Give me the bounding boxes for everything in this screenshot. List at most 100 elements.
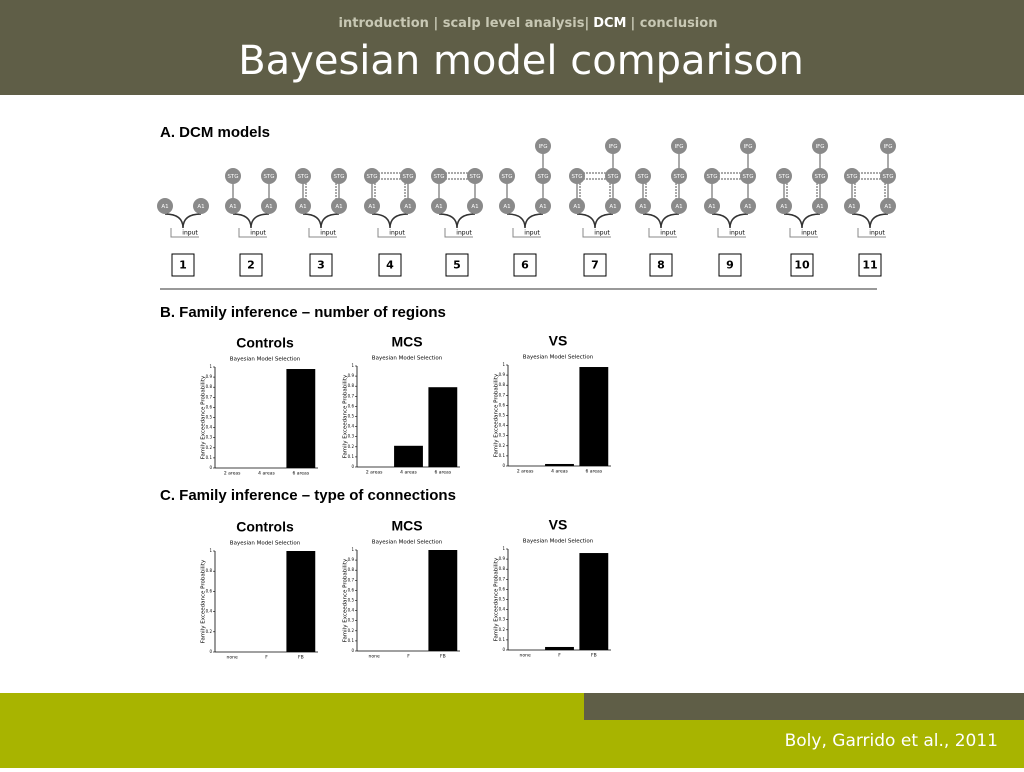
y-tick-label: 0.9 (348, 557, 355, 562)
x-tick-label: F (558, 653, 561, 659)
model-number-box (171, 253, 195, 277)
model-number: 6 (521, 259, 529, 272)
input-label: input (594, 230, 610, 237)
node (844, 168, 860, 184)
node (880, 138, 896, 154)
y-axis-label: Family Exceedance Probability (201, 375, 207, 459)
node (569, 168, 585, 184)
section-heading: A. DCM models (160, 124, 270, 141)
node (635, 168, 651, 184)
bar (579, 553, 609, 650)
y-tick-label: 1 (351, 547, 354, 552)
y-tick-label: 0.3 (348, 618, 355, 623)
header-band (0, 0, 1024, 95)
node-label: A1 (299, 204, 306, 210)
node-label: STG (882, 174, 893, 180)
input-label: input (320, 230, 336, 237)
y-tick-label: 0.4 (348, 608, 355, 613)
node (295, 168, 311, 184)
input-label: input (389, 230, 405, 237)
x-tick-label: 6 areas (585, 469, 602, 475)
chart-subtitle: Bayesian Model Selection (372, 540, 443, 546)
input-label: input (182, 230, 198, 237)
input-connection (711, 213, 749, 229)
model-number-box (378, 253, 402, 277)
node (364, 168, 380, 184)
node-label: STG (706, 174, 717, 180)
node (880, 198, 896, 214)
model-number-box (239, 253, 263, 277)
y-tick-label: 0.2 (499, 443, 506, 448)
node (671, 168, 687, 184)
y-tick-label: 0.3 (499, 617, 506, 622)
node-label: STG (227, 174, 238, 180)
y-tick-label: 0.1 (206, 455, 213, 460)
node (157, 198, 173, 214)
y-tick-label: 0.3 (499, 433, 506, 438)
node (331, 198, 347, 214)
input-box (582, 228, 611, 238)
node (535, 198, 551, 214)
x-tick-label: 2 areas (517, 469, 534, 475)
y-tick-label: 0.4 (348, 424, 355, 429)
x-tick-label: none (520, 654, 531, 659)
y-tick-label: 0 (351, 464, 354, 469)
bar (286, 551, 316, 652)
model-number: 8 (657, 259, 665, 272)
node-label: STG (537, 174, 548, 180)
y-tick-label: 0.7 (348, 577, 355, 582)
model-number: 9 (726, 259, 734, 272)
y-tick-label: 0.6 (499, 402, 506, 407)
y-tick-label: 0.5 (348, 414, 355, 419)
input-box (789, 228, 818, 238)
node-label: STG (333, 174, 344, 180)
y-tick-label: 0.6 (499, 586, 506, 591)
node-label: IFG (674, 144, 683, 150)
chart-subtitle: Bayesian Model Selection (372, 356, 443, 362)
node-label: A1 (265, 204, 272, 210)
bar (286, 369, 316, 468)
node-label: A1 (708, 204, 715, 210)
node-label: STG (607, 174, 618, 180)
bar (428, 387, 458, 467)
y-tick-label: 0.2 (206, 445, 213, 450)
node-label: STG (263, 174, 274, 180)
y-tick-label: 0.4 (499, 607, 506, 612)
chart-title: VS (549, 333, 568, 349)
node-label: A1 (539, 204, 546, 210)
node (535, 168, 551, 184)
node (740, 168, 756, 184)
x-tick-label: 6 areas (434, 470, 451, 476)
node (467, 198, 483, 214)
node-label: A1 (848, 204, 855, 210)
node-label: A1 (503, 204, 510, 210)
input-box (170, 228, 199, 238)
x-tick-label: none (227, 656, 238, 661)
node (431, 168, 447, 184)
node (331, 168, 347, 184)
input-connection (506, 213, 544, 229)
node (295, 198, 311, 214)
node (844, 198, 860, 214)
y-tick-label: 1 (502, 546, 505, 551)
y-tick-label: 0.8 (206, 384, 213, 389)
node-label: STG (571, 174, 582, 180)
node (400, 198, 416, 214)
y-tick-label: 0.4 (206, 609, 213, 614)
input-connection (642, 213, 680, 229)
x-tick-label: 2 areas (366, 470, 383, 476)
node-label: IFG (538, 144, 547, 150)
y-tick-label: 0.6 (206, 588, 213, 593)
node (431, 198, 447, 214)
node (740, 198, 756, 214)
x-tick-label: FB (298, 655, 304, 661)
node-label: IFG (815, 144, 824, 150)
y-tick-label: 0.6 (348, 403, 355, 408)
model-number-box (858, 253, 882, 277)
y-tick-label: 0.8 (499, 566, 506, 571)
y-tick-label: 0 (351, 648, 354, 653)
nav-item: | conclusion (630, 16, 717, 31)
x-tick-label: F (407, 654, 410, 660)
bar (579, 367, 609, 466)
node (364, 198, 380, 214)
